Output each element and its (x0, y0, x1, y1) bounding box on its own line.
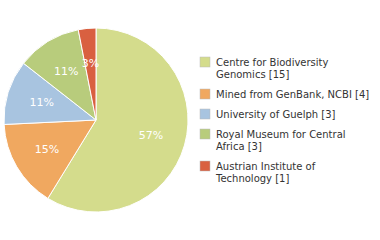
legend-label: University of Guelph [3] (216, 109, 336, 120)
legend: Centre for BiodiversityGenomics [15] Mine… (200, 57, 369, 184)
legend-swatch (200, 109, 210, 119)
legend-swatch (200, 129, 210, 139)
slices (4, 28, 188, 212)
slice (78, 28, 96, 120)
data-label: 57% (139, 129, 163, 142)
legend-swatch (200, 57, 210, 67)
legend-swatch (200, 89, 210, 99)
data-label: 11% (29, 96, 53, 109)
data-label: 3% (82, 57, 99, 70)
data-label: 15% (35, 143, 59, 156)
data-labels: 57% 15% 11% 11% 3% (29, 57, 163, 156)
chart: 57% 15% 11% 11% 3% Centre for BiodiversityGen… (0, 0, 380, 240)
legend-label: Austrian Institute ofTechnology [1] (215, 161, 316, 184)
legend-swatch (200, 161, 210, 171)
data-label: 11% (54, 65, 78, 78)
legend-label: Royal Museum for CentralAfrica [3] (216, 129, 346, 152)
legend-label: Centre for BiodiversityGenomics [15] (216, 57, 329, 80)
slice (4, 120, 96, 198)
legend-label: Mined from GenBank, NCBI [4] (216, 89, 369, 100)
